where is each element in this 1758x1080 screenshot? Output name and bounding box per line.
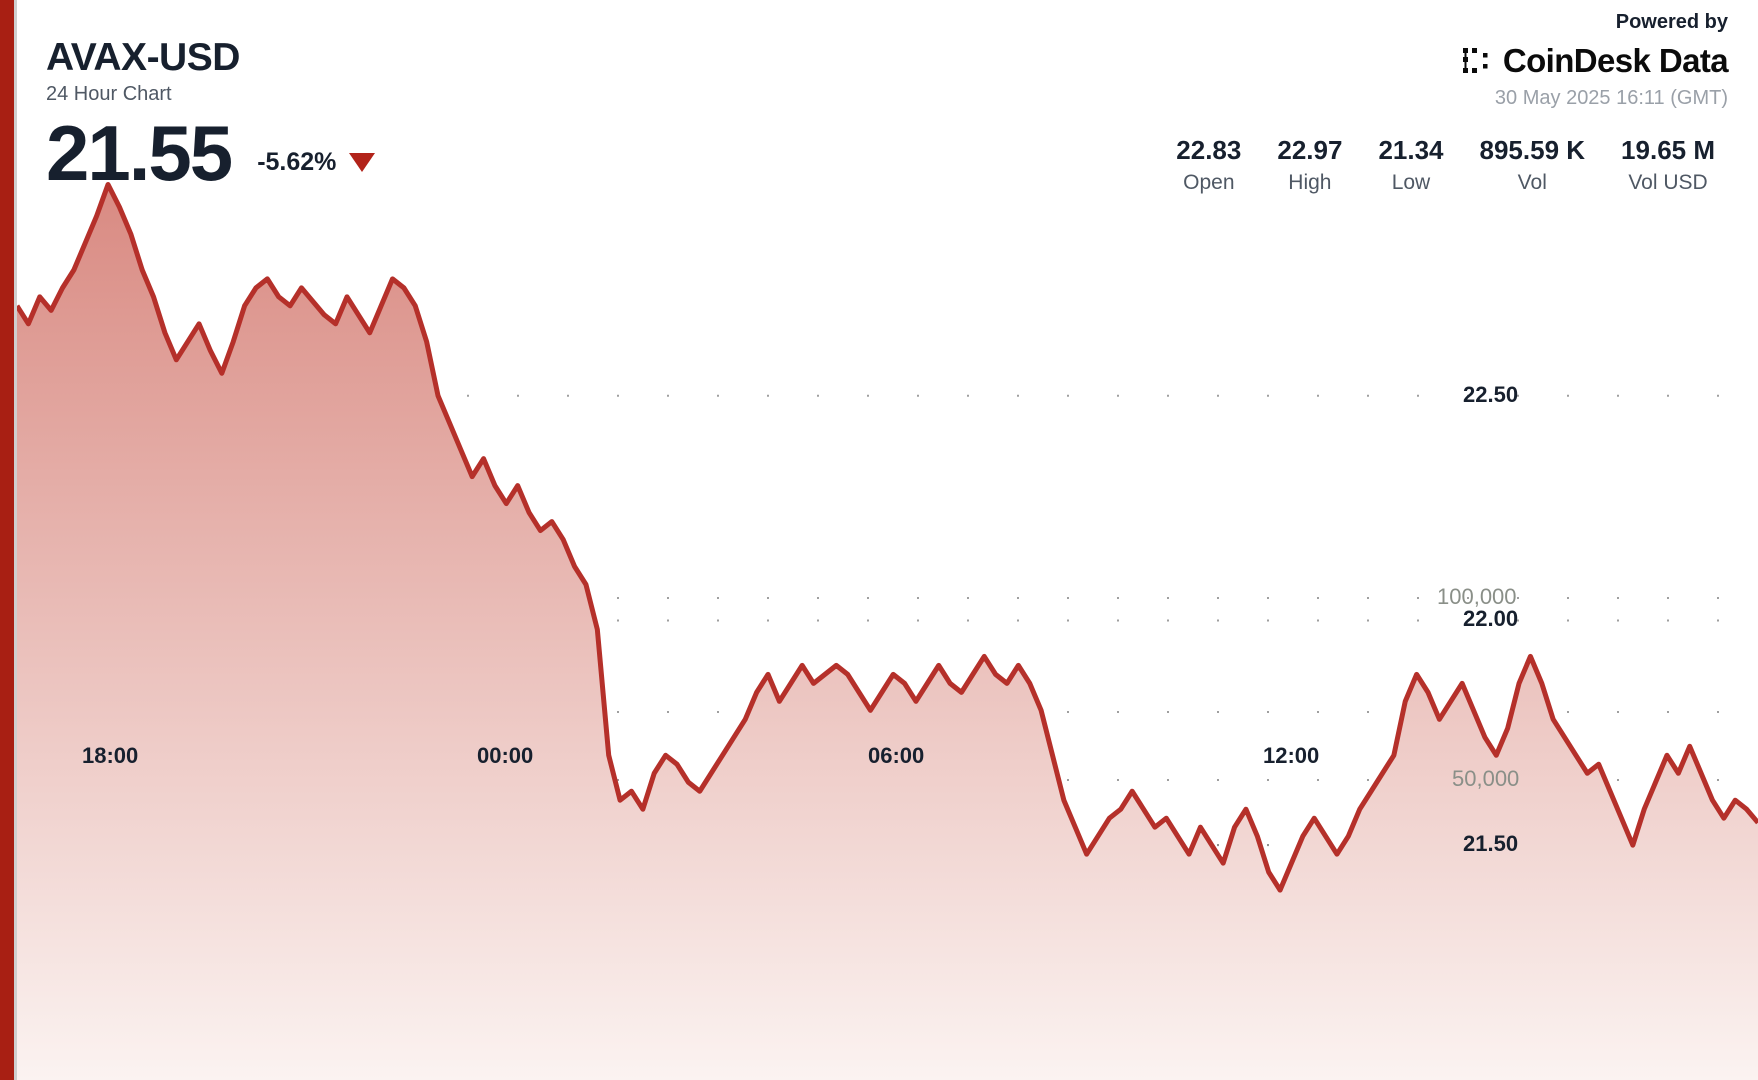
time-axis-label: 18:00	[82, 743, 139, 768]
brand-name-row: CoinDesk Data	[1461, 42, 1729, 80]
stat-value: 22.83	[1176, 135, 1242, 165]
chart-subtitle: 24 Hour Chart	[46, 83, 172, 105]
left-accent-edge	[14, 0, 17, 1080]
stat-vol-usd: 19.65 M Vol USD	[1603, 135, 1733, 195]
price-row: 21.55 -5.62%	[46, 109, 376, 197]
price-change: -5.62%	[257, 147, 376, 190]
stat-label: Open	[1183, 170, 1235, 194]
price-axis-label: 22.50	[1463, 381, 1519, 407]
stat-value: 22.97	[1277, 135, 1343, 165]
stat-value: 21.34	[1378, 135, 1444, 165]
chart-header: AVAX-USD 24 Hour Chart 21.55 -5.62%	[46, 36, 376, 197]
volume-axis-label: 50,000	[1452, 766, 1520, 791]
time-axis-label: 00:00	[477, 743, 534, 768]
ohlc-stats: 22.83 Open 22.97 High 21.34 Low 895.59 K Vol 19.…	[1158, 135, 1733, 195]
stat-open: 22.83 Open	[1158, 135, 1259, 195]
coindesk-bracket-icon	[1462, 48, 1488, 73]
time-axis-label: 06:00	[868, 743, 925, 768]
price-axis-label: 22.00	[1463, 606, 1519, 632]
stat-high: 22.97 High	[1259, 135, 1360, 195]
price-line	[14, 181, 1758, 893]
stat-value: 895.59 K	[1479, 135, 1586, 165]
price-axis-label: 21.50	[1463, 831, 1519, 857]
last-price: 21.55	[46, 109, 233, 197]
stat-label: Low	[1391, 170, 1431, 194]
volume-axis-label: 100,000	[1437, 584, 1517, 609]
stat-low: 21.34 Low	[1360, 135, 1461, 195]
stat-vol: 895.59 K Vol	[1462, 135, 1604, 195]
page-title: AVAX-USD	[46, 36, 240, 79]
stat-label: Vol	[1517, 170, 1547, 194]
stat-label: High	[1288, 170, 1332, 194]
stat-label: Vol USD	[1628, 170, 1708, 194]
left-accent-bar	[0, 0, 14, 1080]
branding-block: Powered by CoinDesk Data 30 May 2025 16:…	[1461, 10, 1729, 110]
time-axis-label: 12:00	[1263, 743, 1320, 768]
stat-value: 19.65 M	[1621, 135, 1715, 165]
brand-name: CoinDesk Data	[1502, 42, 1729, 79]
price-area-fill	[17, 184, 1758, 1080]
triangle-down-icon	[349, 152, 376, 172]
powered-by-label: Powered by	[1615, 11, 1728, 33]
change-percent: -5.62%	[257, 147, 337, 176]
timestamp: 30 May 2025 16:11 (GMT)	[1494, 87, 1728, 109]
